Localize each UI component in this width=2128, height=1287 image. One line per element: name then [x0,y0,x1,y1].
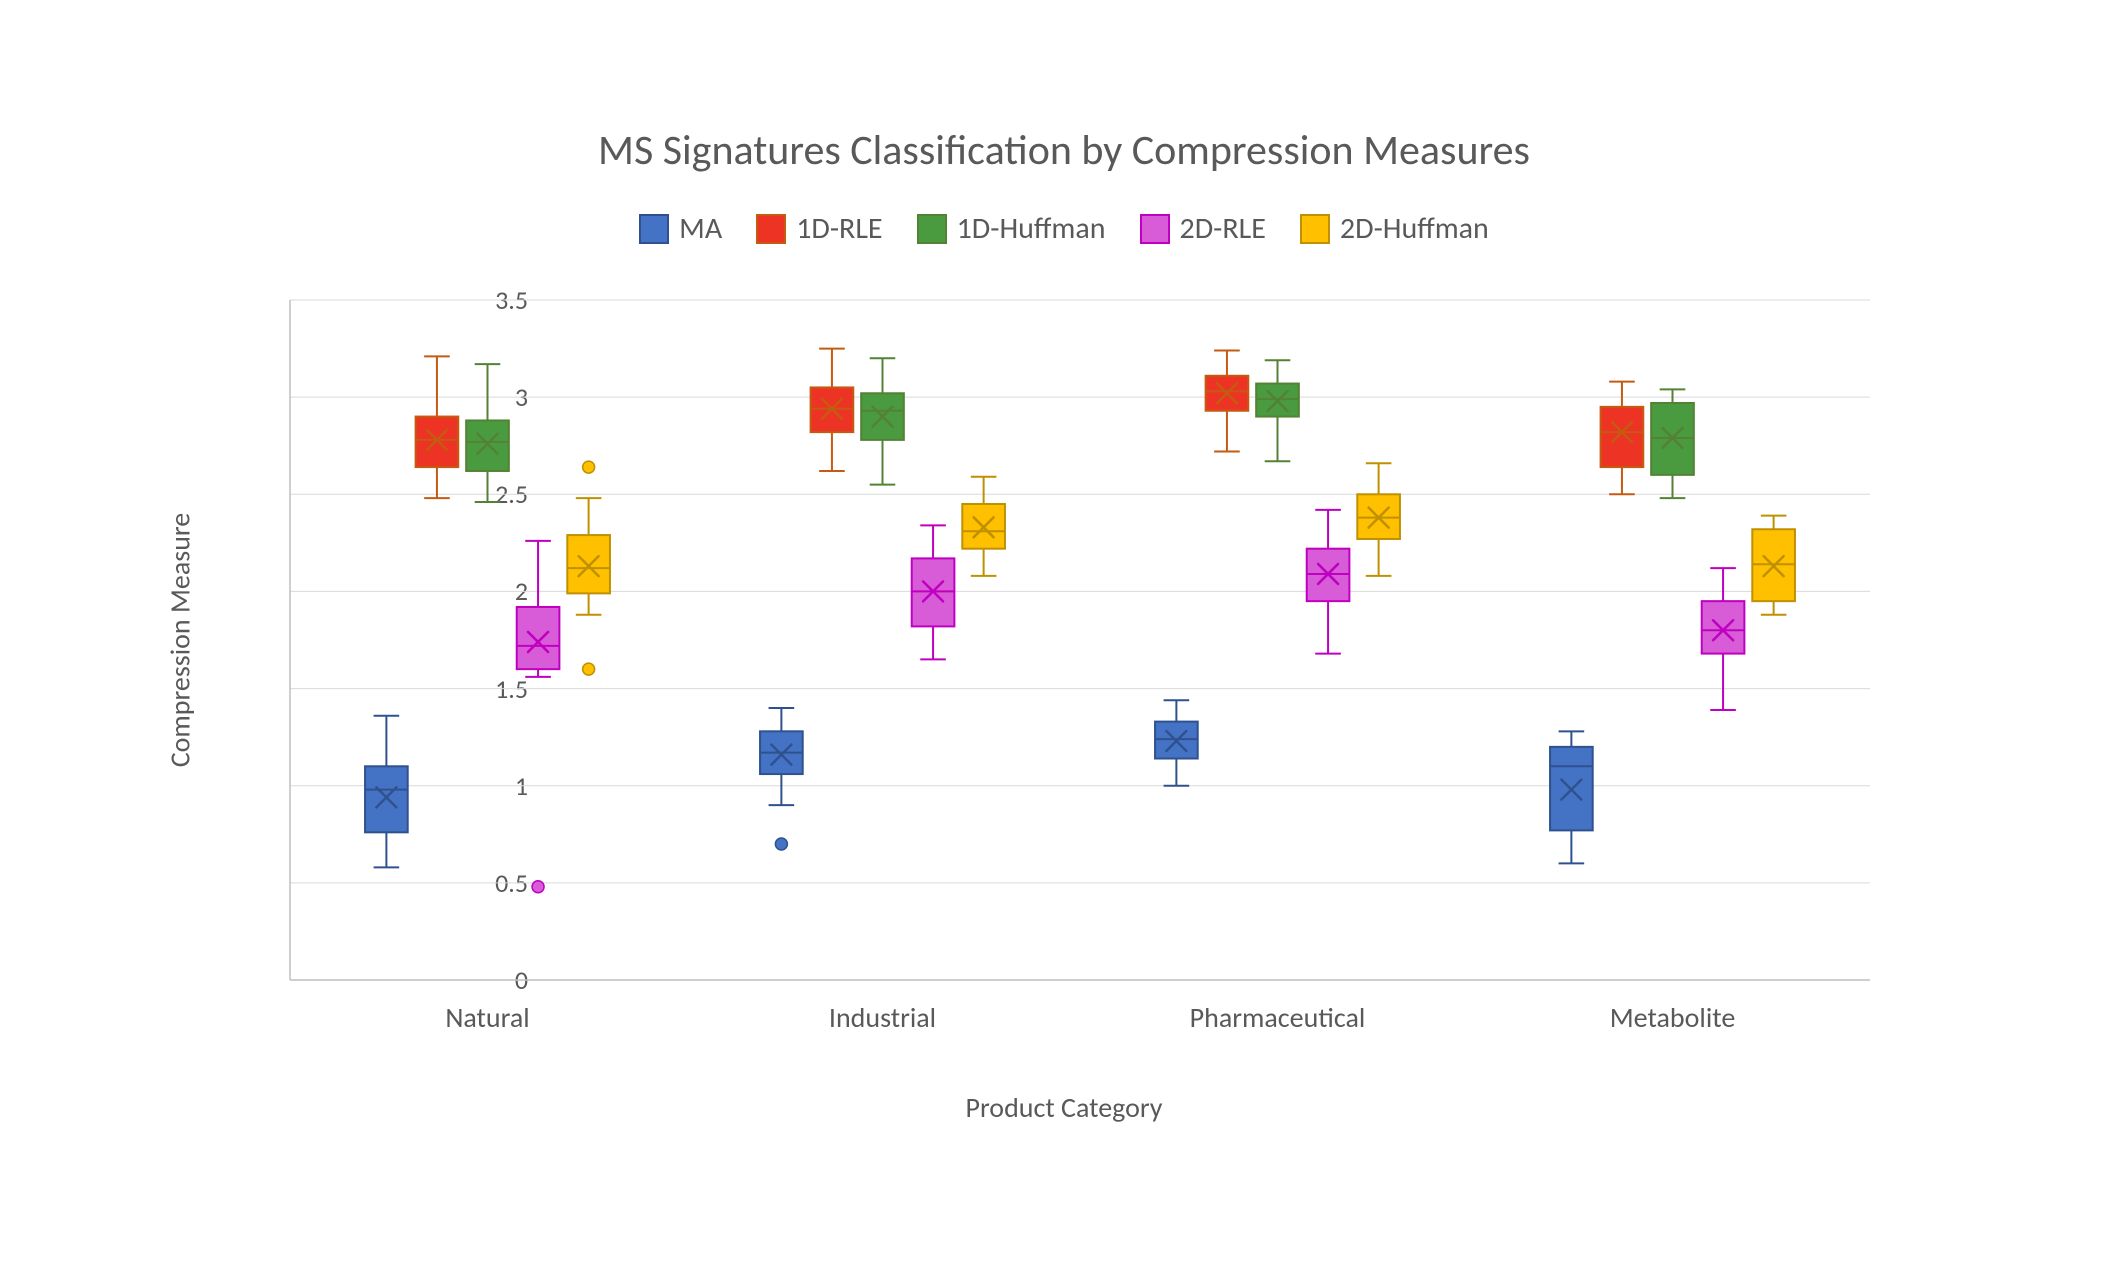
legend-item: MA [639,210,722,247]
outlier-point [532,881,544,893]
outlier-point [775,838,787,850]
legend-label: 1D-RLE [796,210,882,247]
x-category-label: Industrial [829,1000,936,1035]
legend-swatch [639,214,669,244]
outlier-point [583,663,595,675]
x-category-label: Natural [445,1000,529,1035]
outlier-point [583,461,595,473]
legend-swatch [1300,214,1330,244]
legend-label: 2D-Huffman [1340,210,1489,247]
box [517,607,560,669]
box [466,420,509,471]
chart-title: MS Signatures Classification by Compress… [0,125,2128,176]
x-axis-label: Product Category [0,1090,2128,1125]
legend-label: 2D-RLE [1180,210,1266,247]
legend-label: 1D-Huffman [957,210,1106,247]
box [365,766,408,832]
x-category-label: Metabolite [1610,1000,1736,1035]
box [1702,601,1745,653]
legend-swatch [917,214,947,244]
legend: MA 1D-RLE 1D-Huffman 2D-RLE 2D-Huffman [0,210,2128,247]
chart-container: MS Signatures Classification by Compress… [0,0,2128,1287]
x-category-label: Pharmaceutical [1190,1000,1366,1035]
legend-swatch [1140,214,1170,244]
plot-area [290,300,1870,980]
legend-item: 2D-Huffman [1300,210,1489,247]
box [1601,407,1644,467]
legend-item: 1D-Huffman [917,210,1106,247]
legend-item: 2D-RLE [1140,210,1266,247]
box [567,535,610,593]
box [416,417,459,468]
legend-swatch [756,214,786,244]
legend-item: 1D-RLE [756,210,882,247]
legend-label: MA [679,210,722,247]
y-axis-label: Compression Measure [163,513,198,768]
